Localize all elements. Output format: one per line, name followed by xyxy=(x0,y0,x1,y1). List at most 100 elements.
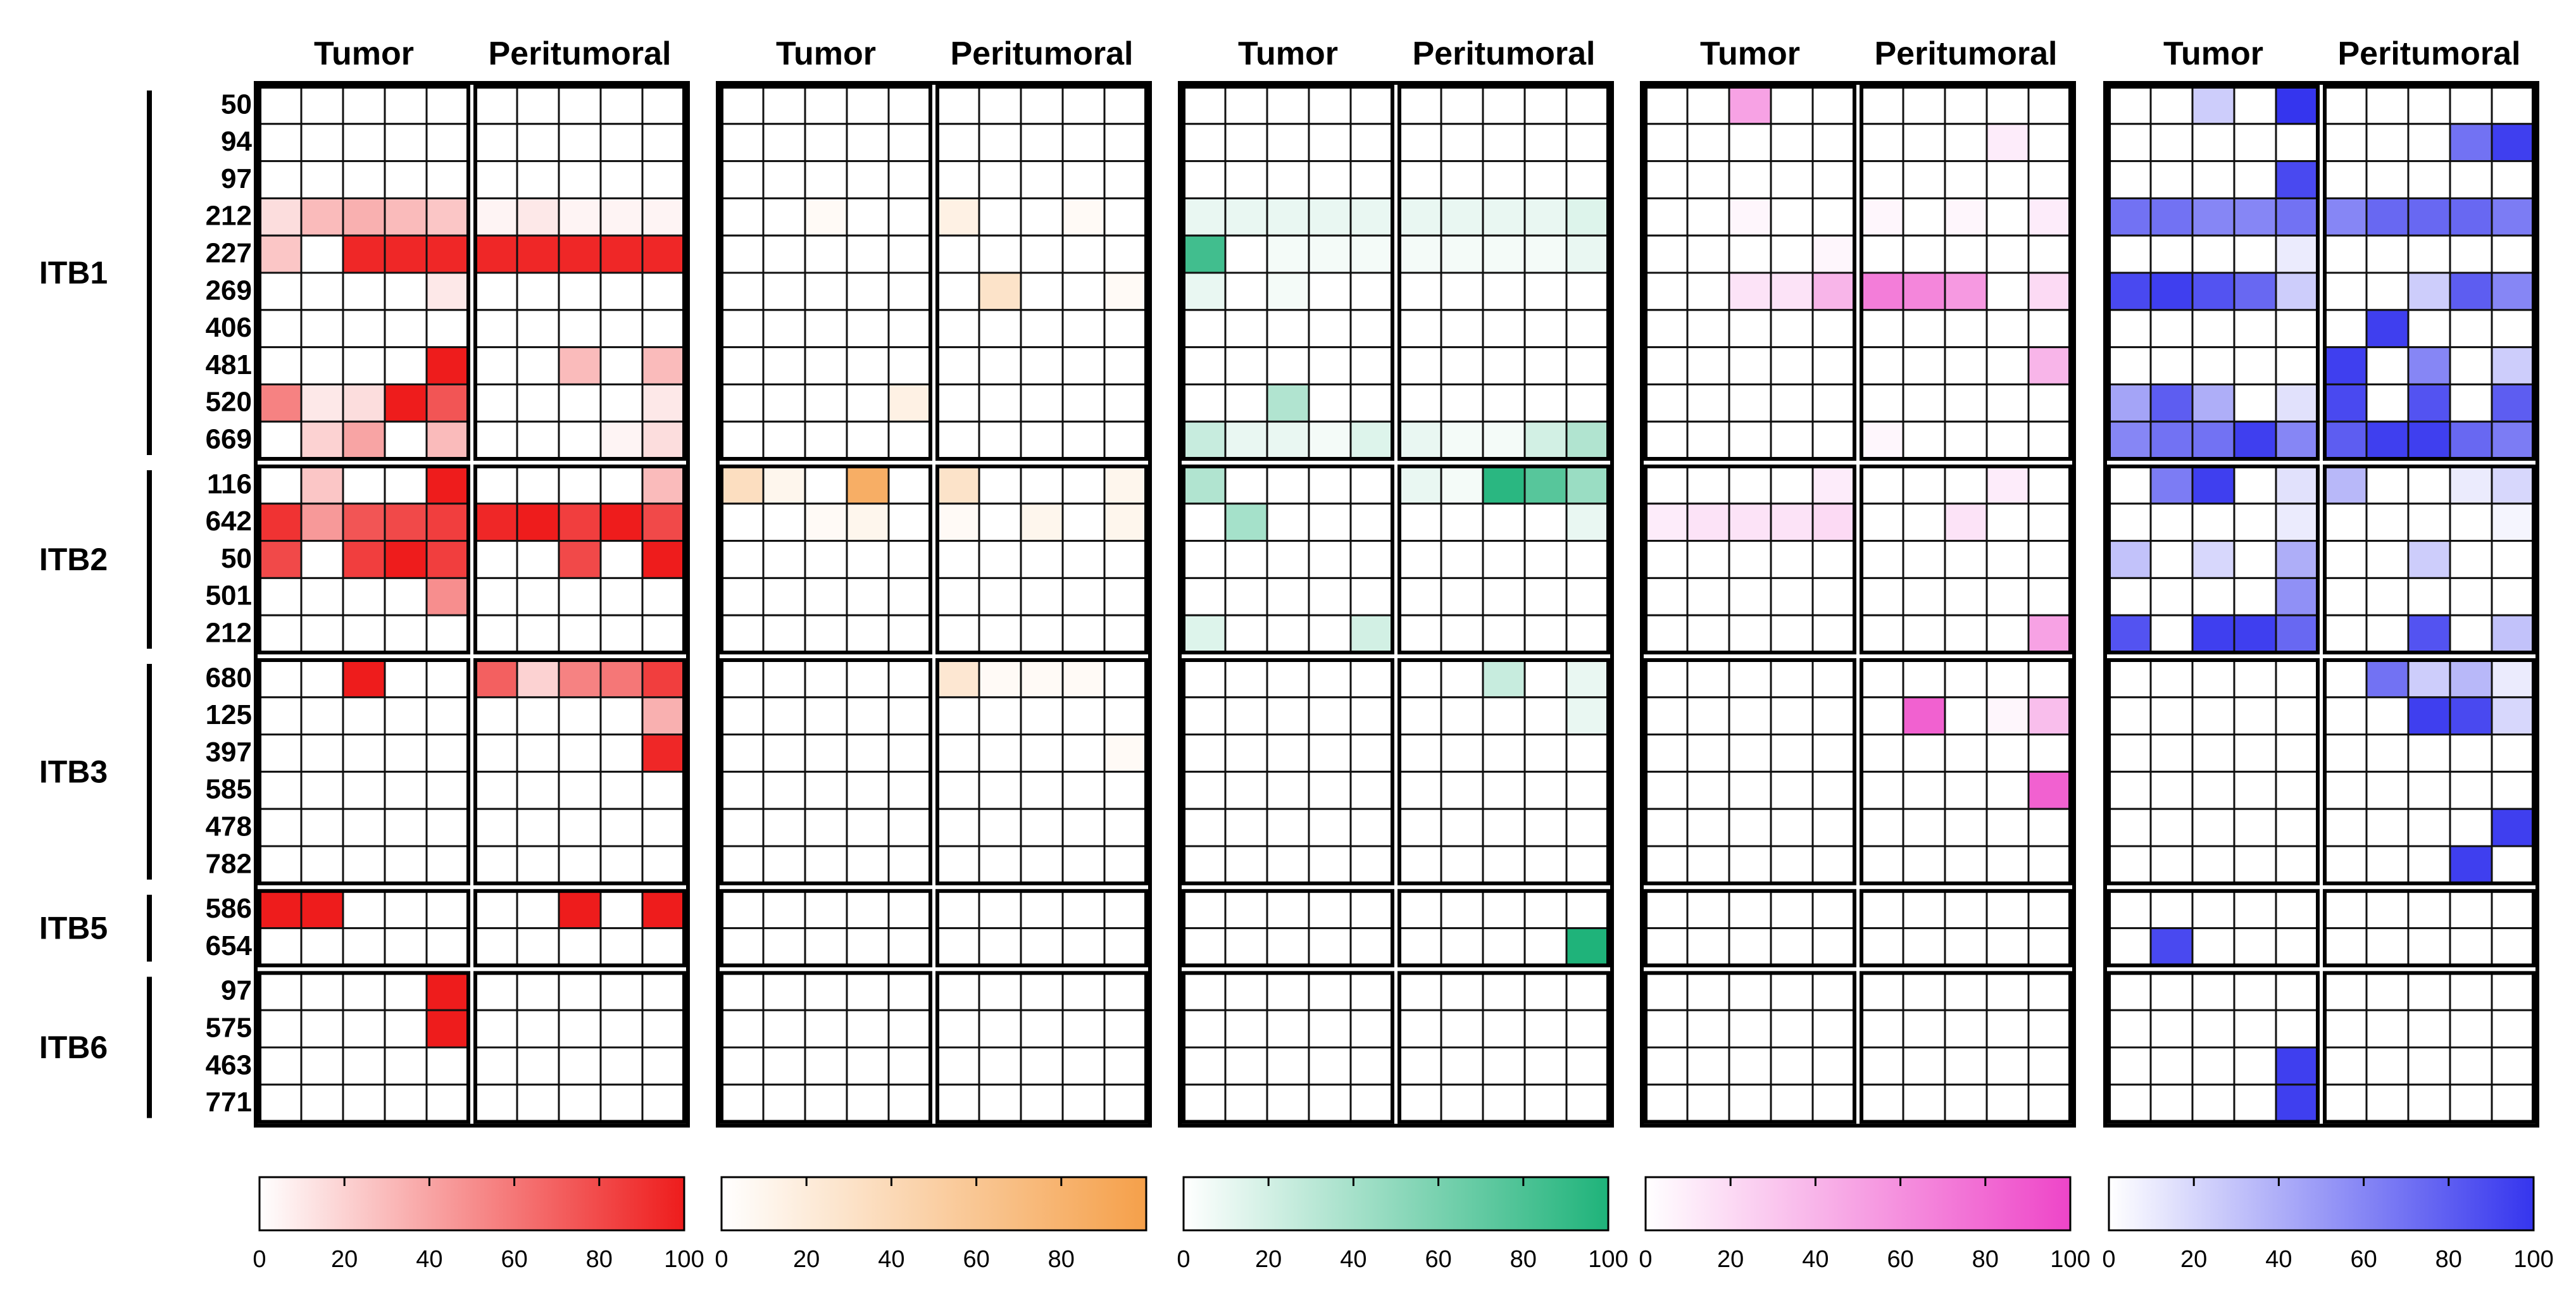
heatmap-panel-orange: Tumor Peritumoral xyxy=(716,35,1152,1128)
heatmap-cell xyxy=(2108,1046,2152,1086)
heatmap-cell xyxy=(1985,160,2030,199)
heatmap-cell xyxy=(2108,465,2152,505)
heatmap-cell xyxy=(720,614,765,654)
heatmap-cell xyxy=(1686,845,1730,885)
heatmap-cell xyxy=(1686,465,1730,505)
heatmap-cell xyxy=(846,614,890,654)
heatmap-cell xyxy=(258,971,303,1011)
heatmap-cell xyxy=(1103,971,1147,1011)
colorbar-tick-label: 80 xyxy=(586,1246,613,1273)
heatmap-cell xyxy=(1523,1046,1568,1086)
heatmap-cell xyxy=(1944,577,1988,616)
heatmap-cell xyxy=(804,927,848,966)
heatmap-cell xyxy=(1985,1083,2030,1123)
heatmap-cell xyxy=(2108,420,2152,460)
heatmap-cell xyxy=(516,1083,560,1123)
column-group-header: Peritumoral xyxy=(2338,35,2521,72)
heatmap-cell xyxy=(641,503,685,542)
group-label: ITB5 xyxy=(39,911,108,946)
heatmap-cell xyxy=(1020,234,1064,274)
heatmap-cell xyxy=(1686,272,1730,311)
heatmap-cell xyxy=(258,160,303,199)
heatmap-cell xyxy=(2449,309,2493,349)
heatmap-cell xyxy=(2191,659,2235,699)
heatmap-cell xyxy=(1182,890,1227,930)
colorbar-tick-label: 100 xyxy=(664,1246,704,1273)
heatmap-cell xyxy=(1103,85,1147,125)
column-group-header: Tumor xyxy=(1238,35,1338,72)
heatmap-cell xyxy=(2149,465,2194,505)
heatmap-cell xyxy=(1482,808,1526,847)
heatmap-cell xyxy=(1644,890,1689,930)
heatmap-cell xyxy=(2233,614,2277,654)
heatmap-cell xyxy=(2275,309,2319,349)
heatmap-cell xyxy=(720,123,765,163)
heatmap-cell xyxy=(2191,734,2235,773)
heatmap-cell xyxy=(1902,659,1946,699)
heatmap-cell xyxy=(558,346,602,385)
heatmap-cell xyxy=(2407,85,2451,125)
heatmap-cell xyxy=(258,1009,303,1049)
heatmap-cell xyxy=(2027,420,2072,460)
heatmap-cell xyxy=(1482,272,1526,311)
column-group-header: Peritumoral xyxy=(1413,35,1596,72)
heatmap-cell xyxy=(1644,197,1689,237)
heatmap-cell xyxy=(425,845,470,885)
heatmap-cell xyxy=(384,383,428,423)
heatmap-cell xyxy=(1686,123,1730,163)
heatmap-cell xyxy=(1061,420,1106,460)
heatmap-cell xyxy=(762,234,806,274)
heatmap-cell xyxy=(258,85,303,125)
heatmap-cell xyxy=(804,971,848,1011)
heatmap-panel-green: Tumor Peritumoral xyxy=(1178,35,1614,1128)
heatmap-cell xyxy=(1349,160,1394,199)
heatmap-cell xyxy=(300,346,344,385)
heatmap-cell xyxy=(641,85,685,125)
heatmap-cell xyxy=(641,845,685,885)
heatmap-cell xyxy=(2191,808,2235,847)
heatmap-cell xyxy=(1902,503,1946,542)
heatmap-cell xyxy=(425,927,470,966)
heatmap-cell xyxy=(804,770,848,810)
heatmap-cell xyxy=(1902,85,1946,125)
heatmap-cell xyxy=(1266,577,1310,616)
heatmap-cell xyxy=(425,1009,470,1049)
heatmap-cell xyxy=(846,1083,890,1123)
heatmap-cell xyxy=(1266,971,1310,1011)
heatmap-cell xyxy=(2233,85,2277,125)
heatmap-cell xyxy=(1644,659,1689,699)
heatmap-cell xyxy=(2275,614,2319,654)
heatmap-cell xyxy=(804,734,848,773)
heatmap-cell xyxy=(425,890,470,930)
heatmap-cell xyxy=(1182,123,1227,163)
heatmap-cell xyxy=(2275,696,2319,736)
heatmap-cell xyxy=(2027,808,2072,847)
colorbar-tick-label: 40 xyxy=(1802,1246,1829,1273)
heatmap-cell xyxy=(258,272,303,311)
heatmap-cell xyxy=(2233,808,2277,847)
heatmap-cell xyxy=(1103,1083,1147,1123)
heatmap-cell xyxy=(887,383,932,423)
heatmap-cell xyxy=(1482,383,1526,423)
heatmap-cell xyxy=(2323,503,2368,542)
heatmap-cell xyxy=(1398,465,1442,505)
heatmap-cell xyxy=(1349,309,1394,349)
colorbar-tick-label: 20 xyxy=(793,1246,820,1273)
heatmap-cell xyxy=(1182,845,1227,885)
heatmap-cell xyxy=(1440,160,1484,199)
heatmap-cell xyxy=(1985,971,2030,1011)
heatmap-cell xyxy=(720,85,765,125)
heatmap-cell xyxy=(1398,734,1442,773)
heatmap-cell xyxy=(2407,309,2451,349)
heatmap-cell xyxy=(2365,1046,2410,1086)
heatmap-cell xyxy=(1770,383,1814,423)
heatmap-cell xyxy=(1523,503,1568,542)
heatmap-cell xyxy=(846,696,890,736)
heatmap-cell xyxy=(2233,346,2277,385)
heatmap-cell xyxy=(1482,420,1526,460)
heatmap-cell xyxy=(2233,927,2277,966)
heatmap-cell xyxy=(762,927,806,966)
heatmap-cell xyxy=(384,234,428,274)
heatmap-cell xyxy=(425,808,470,847)
heatmap-cell xyxy=(2275,85,2319,125)
